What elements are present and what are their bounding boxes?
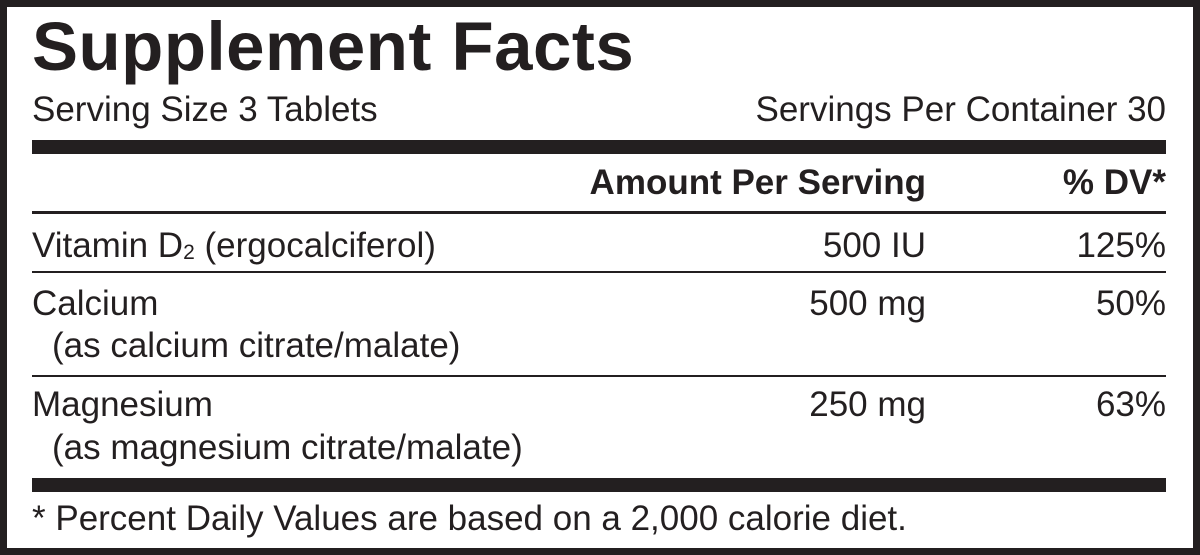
row-divider <box>32 271 1166 273</box>
label-title: Supplement Facts <box>32 8 635 85</box>
row-calcium-dv: 50% <box>1095 284 1166 323</box>
row-magnesium-name: Magnesium <box>32 385 213 424</box>
row-vitamin-d-dv: 125% <box>1076 226 1166 265</box>
header-dv: % DV* <box>1062 163 1166 202</box>
thick-divider-bottom <box>32 478 1166 492</box>
row-calcium-detail: (as calcium citrate/malate) <box>52 326 461 365</box>
row-divider <box>32 375 1166 377</box>
row-magnesium-detail: (as magnesium citrate/malate) <box>52 428 523 467</box>
row-calcium-name: Calcium <box>32 284 159 323</box>
row-calcium-amount: 500 mg <box>809 284 926 323</box>
row-vitamin-d-name: Vitamin D2 (ergocalciferol) <box>32 226 436 265</box>
servings-per-container: Servings Per Container 30 <box>755 90 1167 129</box>
row-magnesium-dv: 63% <box>1095 385 1166 424</box>
row-magnesium-amount: 250 mg <box>809 385 926 424</box>
header-amount: Amount Per Serving <box>589 163 926 202</box>
serving-size: Serving Size 3 Tablets <box>32 90 378 129</box>
header-divider <box>32 211 1166 214</box>
footnote: * Percent Daily Values are based on a 2,… <box>32 499 907 538</box>
thick-divider-top <box>32 140 1166 154</box>
row-vitamin-d-amount: 500 IU <box>822 226 926 265</box>
